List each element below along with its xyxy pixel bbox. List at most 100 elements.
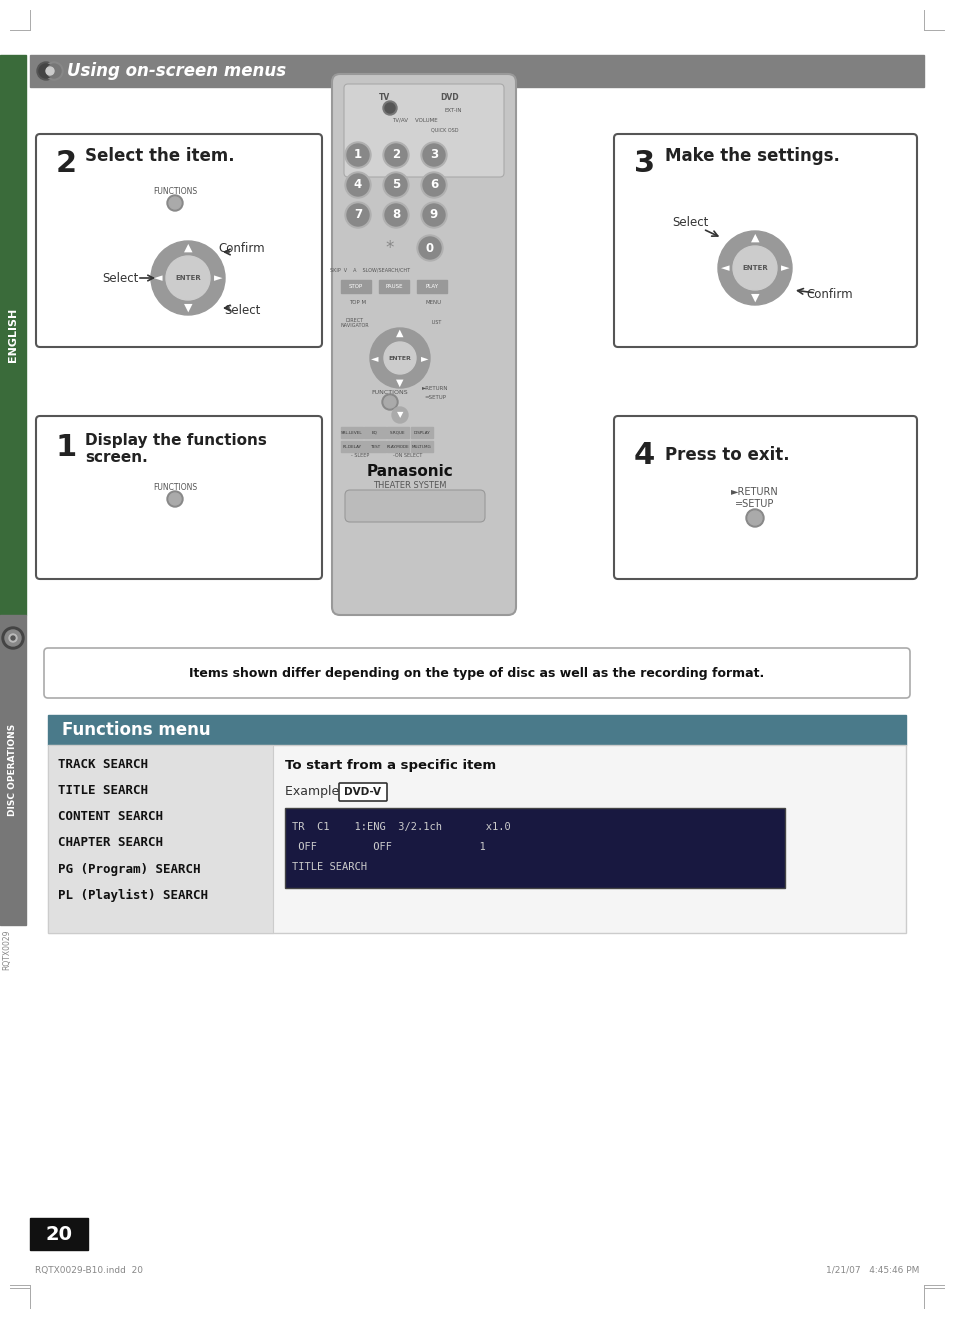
Circle shape [151, 241, 225, 315]
Text: 3: 3 [430, 149, 437, 162]
Bar [364, 442, 386, 452]
Text: S.RQUE: S.RQUE [390, 431, 405, 435]
Bar [285, 808, 784, 888]
Text: RQTX0029: RQTX0029 [3, 929, 11, 970]
Text: TR  C1    1:ENG  3/2.1ch       x1.0: TR C1 1:ENG 3/2.1ch x1.0 [292, 822, 510, 832]
Text: ▼: ▼ [396, 410, 403, 419]
FancyBboxPatch shape [44, 648, 909, 699]
Circle shape [385, 144, 407, 166]
Text: 20: 20 [46, 1224, 72, 1243]
Text: QUICK OSD: QUICK OSD [431, 128, 458, 133]
Text: DVD: DVD [440, 92, 458, 101]
Bar [340, 279, 371, 293]
Text: 2: 2 [392, 149, 399, 162]
Circle shape [418, 237, 440, 260]
Text: RQTX0029-B10.indd  20: RQTX0029-B10.indd 20 [35, 1265, 143, 1275]
Circle shape [381, 394, 397, 410]
Text: =SETUP: =SETUP [735, 500, 774, 509]
Text: ►RETURN: ►RETURN [730, 486, 778, 497]
Text: Confirm: Confirm [218, 241, 265, 254]
Circle shape [385, 174, 407, 196]
Text: 4: 4 [354, 178, 362, 191]
Text: ◄: ◄ [371, 353, 378, 362]
Text: ►: ► [421, 353, 428, 362]
Text: ▲: ▲ [750, 233, 759, 243]
Text: TV/AV    VOLUME: TV/AV VOLUME [392, 117, 437, 123]
Text: 0: 0 [425, 241, 434, 254]
Circle shape [385, 103, 395, 113]
Text: ▼: ▼ [395, 378, 403, 387]
Text: ▲: ▲ [184, 243, 193, 253]
Circle shape [416, 235, 442, 261]
Bar [364, 427, 386, 438]
Circle shape [167, 195, 183, 211]
Text: ►: ► [213, 273, 222, 283]
Text: ▼: ▼ [184, 303, 193, 312]
Text: ENTER: ENTER [175, 275, 201, 281]
Circle shape [347, 174, 369, 196]
Bar [411, 442, 433, 452]
Text: screen.: screen. [85, 451, 148, 465]
Text: FUNCTIONS: FUNCTIONS [152, 187, 197, 196]
Text: ►RETURN: ►RETURN [421, 386, 448, 391]
Bar [48, 745, 905, 933]
Text: CHAPTER SEARCH: CHAPTER SEARCH [58, 837, 163, 850]
Bar [48, 714, 905, 745]
FancyBboxPatch shape [614, 134, 916, 347]
Text: MULTI.MG: MULTI.MG [412, 444, 432, 448]
Circle shape [347, 144, 369, 166]
Text: TEST: TEST [370, 444, 379, 448]
Circle shape [39, 65, 53, 78]
Text: PLAY.MODE: PLAY.MODE [386, 444, 409, 448]
FancyBboxPatch shape [614, 416, 916, 579]
Text: Select the item.: Select the item. [85, 148, 234, 165]
Circle shape [345, 202, 371, 228]
Circle shape [382, 202, 409, 228]
Text: Press to exit.: Press to exit. [664, 445, 789, 464]
Text: TITLE SEARCH: TITLE SEARCH [58, 784, 148, 797]
FancyBboxPatch shape [332, 74, 516, 616]
Text: - SLEEP: - SLEEP [351, 453, 369, 457]
Text: ▲: ▲ [395, 328, 403, 337]
Bar [387, 427, 409, 438]
Circle shape [166, 256, 210, 301]
Text: CONTENT SEARCH: CONTENT SEARCH [58, 811, 163, 824]
Circle shape [732, 246, 776, 290]
Text: DIRECT
NAVIGATOR: DIRECT NAVIGATOR [340, 318, 369, 328]
Text: 9: 9 [430, 208, 437, 221]
Circle shape [747, 511, 761, 525]
Circle shape [345, 142, 371, 167]
Circle shape [9, 634, 17, 642]
Text: PL (Playlist) SEARCH: PL (Playlist) SEARCH [58, 888, 208, 902]
Text: ◄: ◄ [153, 273, 162, 283]
Circle shape [169, 493, 181, 505]
Circle shape [422, 174, 444, 196]
Bar [0, 616, 26, 925]
Text: ENTER: ENTER [388, 356, 411, 361]
Text: Functions menu: Functions menu [62, 721, 211, 739]
Bar [378, 279, 409, 293]
Text: PG (Program) SEARCH: PG (Program) SEARCH [58, 862, 200, 875]
Text: ◄: ◄ [720, 264, 728, 273]
Circle shape [347, 204, 369, 225]
Circle shape [422, 144, 444, 166]
Text: SKIP  V    A    SLOW/SEARCH/CHT: SKIP V A SLOW/SEARCH/CHT [330, 268, 410, 273]
Text: PLAY: PLAY [425, 283, 438, 289]
Circle shape [420, 202, 447, 228]
Text: DISPLAY: DISPLAY [414, 431, 430, 435]
Text: TV: TV [379, 92, 390, 101]
Text: 1/21/07   4:45:46 PM: 1/21/07 4:45:46 PM [824, 1265, 918, 1275]
Circle shape [718, 231, 791, 304]
Text: 1: 1 [354, 149, 362, 162]
Text: LIST: LIST [432, 320, 442, 326]
Circle shape [5, 630, 21, 646]
Circle shape [167, 492, 183, 507]
Text: PL.DELAY: PL.DELAY [342, 444, 361, 448]
Text: ►: ► [780, 264, 788, 273]
Text: Make the settings.: Make the settings. [664, 148, 839, 165]
Text: DVD-V: DVD-V [344, 787, 381, 797]
Circle shape [37, 62, 55, 80]
Text: ▼: ▼ [750, 293, 759, 303]
Bar [340, 442, 363, 452]
Text: Items shown differ depending on the type of disc as well as the recording format: Items shown differ depending on the type… [190, 667, 763, 680]
